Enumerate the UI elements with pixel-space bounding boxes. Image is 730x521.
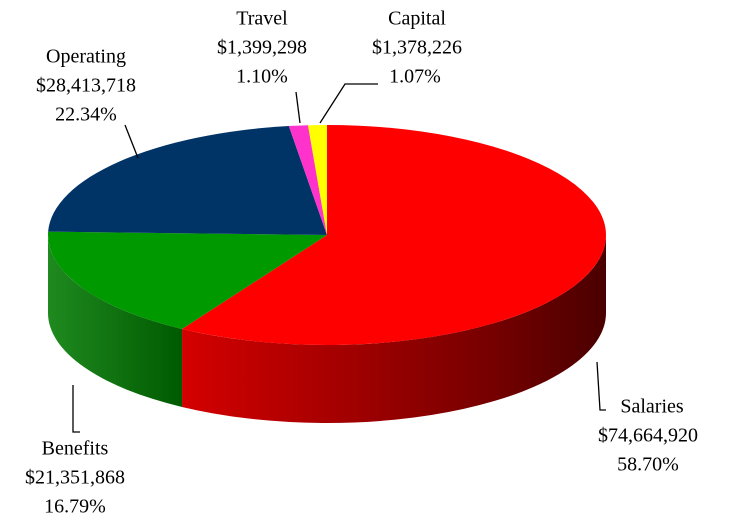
slice-name: Benefits	[42, 438, 109, 460]
slice-name: Operating	[46, 46, 126, 68]
slice-value: $21,351,868	[25, 467, 125, 489]
slice	[288, 125, 327, 235]
leader-line	[596, 361, 606, 411]
slice-percent: 1.07%	[389, 66, 441, 88]
slice-name: Travel	[236, 8, 288, 30]
leader-lines	[72, 83, 606, 433]
leader-line	[295, 91, 301, 124]
slice-side	[48, 235, 183, 407]
slice-percent: 1.10%	[236, 66, 288, 88]
slice-value: $74,664,920	[598, 425, 698, 447]
slice-side	[182, 235, 606, 423]
slice	[182, 125, 607, 345]
slice	[308, 125, 327, 235]
leader-line	[319, 83, 378, 124]
leader-line	[72, 385, 80, 433]
slice-percent: 16.79%	[44, 496, 106, 518]
slice-value: $28,413,718	[36, 75, 136, 97]
slice-value: $1,378,226	[372, 37, 462, 59]
slice-name: Salaries	[620, 396, 684, 418]
slice-percent: 58.70%	[617, 454, 679, 476]
pie	[48, 125, 607, 423]
slice-value: $1,399,298	[217, 37, 307, 59]
slice	[48, 231, 328, 329]
slice	[48, 126, 327, 235]
slice-name: Capital	[388, 8, 446, 30]
leader-line	[124, 124, 139, 159]
slice-percent: 22.34%	[55, 104, 117, 126]
labels: Salaries $74,664,920 58.70% Benefits $21…	[25, 8, 698, 518]
